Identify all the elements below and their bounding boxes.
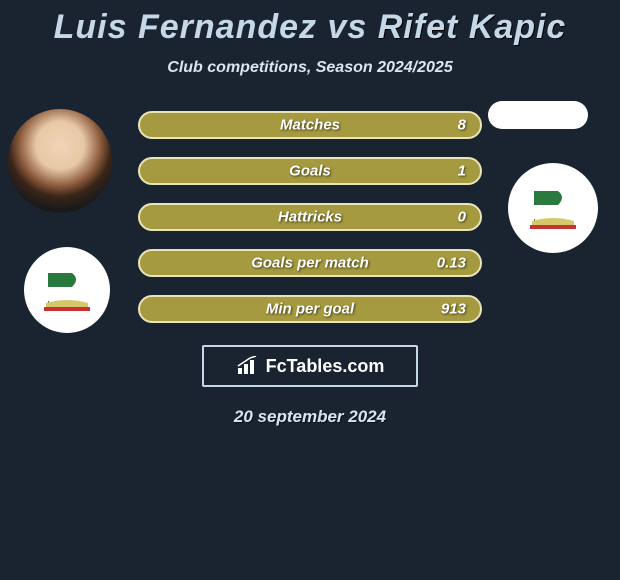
stat-value: 0.13 — [437, 255, 466, 272]
chart-icon — [236, 356, 260, 376]
brand-text: FcTables.com — [266, 356, 385, 377]
stat-label: Goals — [289, 163, 331, 180]
vs-text: vs — [327, 8, 367, 46]
stat-value: 8 — [458, 117, 466, 134]
stat-bars: Matches 8 Goals 1 Hattricks 0 Goals per … — [138, 109, 482, 323]
club-flag-icon — [526, 185, 580, 231]
player2-name: Rifet Kapic — [378, 8, 567, 46]
stat-value: 0 — [458, 209, 466, 226]
stats-area: Matches 8 Goals 1 Hattricks 0 Goals per … — [0, 109, 620, 427]
stat-bar: Goals per match 0.13 — [138, 249, 482, 277]
player1-photo — [8, 109, 112, 213]
comparison-card: Luis Fernandez vs Rifet Kapic Club compe… — [0, 0, 620, 427]
stat-bar: Min per goal 913 — [138, 295, 482, 323]
subtitle: Club competitions, Season 2024/2025 — [0, 59, 620, 77]
player1-name: Luis Fernandez — [54, 8, 317, 46]
stat-value: 913 — [441, 301, 466, 318]
stat-label: Matches — [280, 117, 340, 134]
stat-label: Goals per match — [251, 255, 369, 272]
stat-label: Hattricks — [278, 209, 342, 226]
stat-bar: Hattricks 0 — [138, 203, 482, 231]
brand-box[interactable]: FcTables.com — [202, 345, 418, 387]
page-title: Luis Fernandez vs Rifet Kapic — [0, 8, 620, 47]
player2-club-badge — [508, 163, 598, 253]
stat-bar: Goals 1 — [138, 157, 482, 185]
stat-label: Min per goal — [266, 301, 354, 318]
player1-club-badge — [24, 247, 110, 333]
stat-bar: Matches 8 — [138, 111, 482, 139]
club-flag-icon — [40, 267, 94, 313]
player2-photo — [488, 101, 588, 129]
footer-date: 20 september 2024 — [0, 407, 620, 427]
stat-value: 1 — [458, 163, 466, 180]
